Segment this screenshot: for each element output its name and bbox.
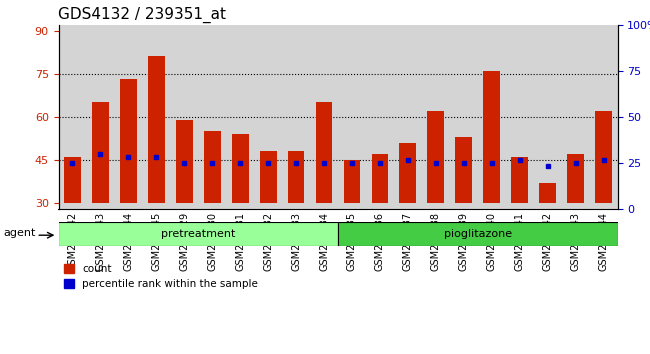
Bar xyxy=(58,25,86,209)
Bar xyxy=(595,111,612,203)
Bar xyxy=(282,25,310,209)
Bar xyxy=(288,152,304,203)
Bar xyxy=(484,71,500,203)
Bar xyxy=(176,120,192,203)
Bar xyxy=(400,143,416,203)
Bar xyxy=(204,131,220,203)
Text: pioglitazone: pioglitazone xyxy=(444,229,512,239)
Bar xyxy=(450,25,478,209)
Bar xyxy=(310,25,338,209)
Bar xyxy=(142,25,170,209)
Bar xyxy=(148,56,164,203)
Bar xyxy=(428,111,444,203)
Bar xyxy=(540,183,556,203)
Bar xyxy=(590,25,618,209)
Bar xyxy=(344,160,360,203)
Bar xyxy=(64,157,81,203)
Bar xyxy=(114,25,142,209)
Bar xyxy=(58,222,338,246)
Text: agent: agent xyxy=(3,228,35,238)
Bar xyxy=(478,25,506,209)
Text: pretreatment: pretreatment xyxy=(161,229,235,239)
Bar xyxy=(506,25,534,209)
Bar xyxy=(198,25,226,209)
Bar xyxy=(86,25,114,209)
Bar xyxy=(170,25,198,209)
Bar xyxy=(120,79,136,203)
Bar xyxy=(456,137,472,203)
Bar xyxy=(394,25,422,209)
Bar xyxy=(562,25,590,209)
Text: GDS4132 / 239351_at: GDS4132 / 239351_at xyxy=(58,7,226,23)
Bar xyxy=(260,152,276,203)
Bar xyxy=(534,25,562,209)
Bar xyxy=(316,102,332,203)
Bar xyxy=(226,25,254,209)
Bar xyxy=(567,154,584,203)
Bar xyxy=(92,102,109,203)
Bar xyxy=(254,25,282,209)
Bar xyxy=(366,25,394,209)
Legend: count, percentile rank within the sample: count, percentile rank within the sample xyxy=(64,264,258,289)
Bar xyxy=(512,157,528,203)
Bar xyxy=(338,25,366,209)
Bar xyxy=(422,25,450,209)
Bar xyxy=(232,134,248,203)
Bar xyxy=(338,222,618,246)
Bar xyxy=(372,154,388,203)
